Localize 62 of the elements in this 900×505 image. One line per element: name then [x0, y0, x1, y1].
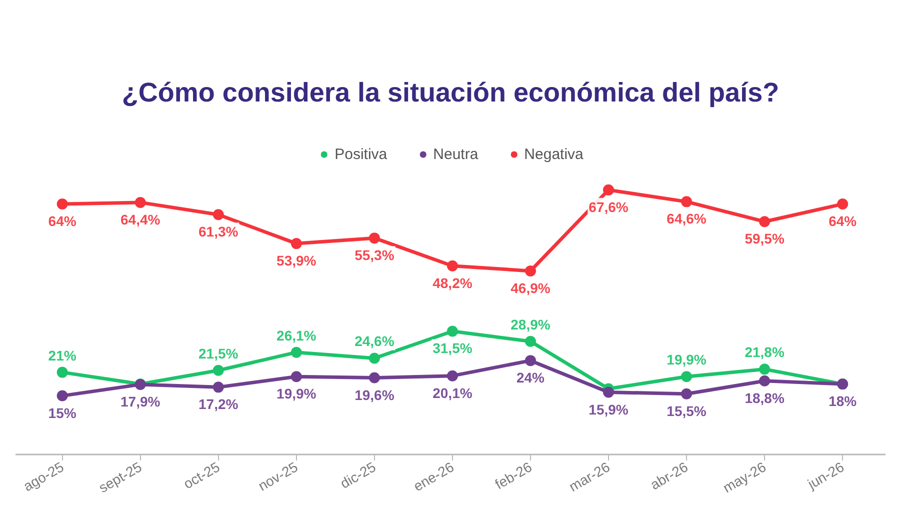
data-label: 28,9% [510, 316, 551, 332]
point [524, 355, 536, 366]
point [56, 366, 68, 378]
data-label: 18,8% [744, 390, 785, 406]
data-label: 64,4% [120, 211, 161, 228]
data-label: 64% [828, 213, 858, 230]
data-label: 26,1% [276, 327, 317, 344]
data-label: 19,9% [666, 352, 707, 368]
data-label: 19,9% [276, 386, 317, 402]
point [290, 238, 302, 250]
point [759, 375, 770, 386]
point [524, 336, 536, 347]
point [681, 196, 692, 208]
data-label: 64,6% [666, 210, 707, 227]
data-label: 55,3% [354, 247, 395, 264]
point [290, 346, 302, 358]
data-label: 15% [48, 404, 77, 421]
point [446, 326, 458, 337]
legend-label: Positiva [334, 146, 388, 162]
legend-label: Negativa [524, 146, 584, 162]
data-label: 20,1% [432, 384, 473, 401]
data-label: 21,5% [198, 345, 239, 362]
chart-title: ¿Cómo considera la situación económica del país? [122, 78, 780, 108]
point [56, 198, 68, 210]
data-label: 24,6% [354, 333, 395, 350]
point [524, 265, 536, 276]
point [368, 232, 380, 244]
data-label: 31,5% [432, 340, 473, 356]
point [446, 260, 458, 272]
legend-label: Neutra [433, 146, 478, 162]
point [759, 216, 770, 228]
point [759, 364, 770, 375]
point [212, 364, 224, 376]
data-label: 61,3% [198, 224, 239, 240]
point [212, 209, 224, 220]
data-label: 24% [516, 370, 546, 386]
data-label: 48,2% [432, 274, 473, 291]
data-label: 18% [828, 393, 858, 410]
data-label: 21,8% [744, 344, 785, 360]
data-label: 64% [48, 213, 77, 230]
data-label: 15,5% [666, 402, 707, 419]
point [212, 382, 224, 393]
data-label: 15,9% [588, 401, 629, 418]
point [603, 386, 614, 398]
point [837, 198, 848, 210]
point [134, 196, 146, 208]
data-label: 19,6% [354, 386, 395, 403]
point [368, 352, 380, 364]
point [446, 370, 458, 382]
point [603, 184, 614, 196]
point [681, 388, 692, 400]
point [368, 372, 380, 384]
data-label: 46,9% [510, 280, 551, 296]
point [290, 371, 302, 382]
point [681, 371, 692, 382]
point [56, 390, 68, 402]
data-label: 17,9% [120, 393, 161, 410]
data-label: 21% [48, 347, 77, 364]
data-label: 17,2% [198, 396, 239, 412]
data-label: 67,6% [588, 198, 629, 215]
data-label: 53,9% [276, 252, 317, 269]
data-label: 59,5% [744, 230, 785, 247]
